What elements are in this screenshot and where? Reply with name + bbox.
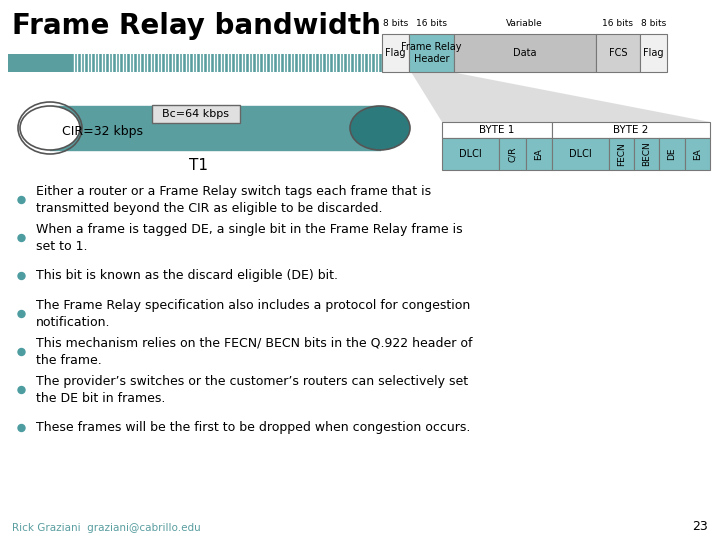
Ellipse shape [350, 106, 410, 150]
Bar [640, 34, 667, 72]
Bar [442, 122, 552, 138]
Bar [442, 138, 499, 170]
Text: Frame Relay bandwidth: Frame Relay bandwidth [12, 12, 381, 40]
Text: This bit is known as the discard eligible (DE) bit.: This bit is known as the discard eligibl… [36, 269, 338, 282]
Bar [552, 122, 710, 138]
Text: Flag: Flag [385, 48, 406, 58]
Text: 16 bits: 16 bits [603, 19, 634, 29]
Text: The Frame Relay specification also includes a protocol for congestion
notificati: The Frame Relay specification also inclu… [36, 299, 470, 329]
Text: This mechanism relies on the FECN/ BECN bits in the Q.922 header of
the frame.: This mechanism relies on the FECN/ BECN … [36, 337, 472, 367]
Text: Variable: Variable [506, 19, 543, 29]
Text: FCS: FCS [608, 48, 627, 58]
Bar [50, 106, 380, 150]
Bar [8, 54, 72, 72]
Circle shape [18, 348, 25, 355]
Text: DE: DE [667, 148, 677, 160]
Text: DLCI: DLCI [569, 149, 592, 159]
Bar [595, 34, 640, 72]
Text: EA: EA [693, 148, 702, 160]
Text: FECN: FECN [617, 142, 626, 166]
Text: BYTE 2: BYTE 2 [613, 125, 649, 135]
Text: BECN: BECN [642, 141, 652, 166]
Circle shape [18, 387, 25, 394]
Bar [609, 138, 634, 170]
Text: CIR=32 kbps: CIR=32 kbps [62, 125, 143, 138]
Text: 8 bits: 8 bits [383, 19, 408, 29]
Text: 23: 23 [692, 520, 708, 533]
Text: Flag: Flag [644, 48, 664, 58]
Bar [454, 34, 595, 72]
Circle shape [18, 197, 25, 204]
Text: Either a router or a Frame Relay switch tags each frame that is
transmitted beyo: Either a router or a Frame Relay switch … [36, 185, 431, 215]
Ellipse shape [20, 106, 80, 150]
Text: EA: EA [534, 148, 543, 160]
Bar [72, 54, 383, 72]
Text: BYTE 1: BYTE 1 [480, 125, 515, 135]
Polygon shape [411, 72, 710, 122]
Bar [634, 138, 660, 170]
Text: DLCI: DLCI [459, 149, 482, 159]
Circle shape [18, 310, 25, 318]
Circle shape [18, 234, 25, 241]
Text: Frame Relay
Header: Frame Relay Header [401, 42, 462, 64]
Bar [526, 138, 552, 170]
Text: These frames will be the first to be dropped when congestion occurs.: These frames will be the first to be dro… [36, 422, 470, 435]
Circle shape [18, 424, 25, 431]
Text: Bc=64 kbps: Bc=64 kbps [163, 109, 230, 119]
Text: When a frame is tagged DE, a single bit in the Frame Relay frame is
set to 1.: When a frame is tagged DE, a single bit … [36, 222, 463, 253]
Text: The provider’s switches or the customer’s routers can selectively set
the DE bit: The provider’s switches or the customer’… [36, 375, 468, 405]
Bar [660, 138, 685, 170]
Bar [685, 138, 710, 170]
Text: 16 bits: 16 bits [416, 19, 447, 29]
Text: C/R: C/R [508, 146, 517, 162]
Bar [382, 34, 409, 72]
Text: 8 bits: 8 bits [641, 19, 666, 29]
Bar [499, 138, 526, 170]
Text: T1: T1 [189, 159, 208, 173]
Bar [552, 138, 609, 170]
Circle shape [18, 273, 25, 280]
Text: Rick Graziani  graziani@cabrillo.edu: Rick Graziani graziani@cabrillo.edu [12, 523, 201, 533]
FancyBboxPatch shape [152, 105, 240, 123]
Bar [409, 34, 454, 72]
Text: Data: Data [513, 48, 536, 58]
